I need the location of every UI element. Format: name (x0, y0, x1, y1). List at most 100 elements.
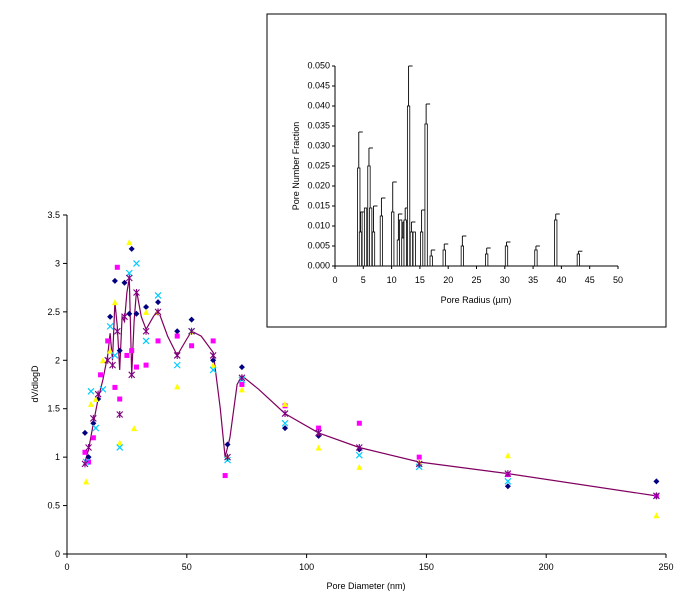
data-point-diamond (121, 279, 128, 286)
data-point-triangle (174, 383, 181, 390)
inset-x-tick-label: 30 (500, 275, 510, 285)
main-y-tick-label: 1 (55, 452, 60, 462)
inset-bar (406, 105, 411, 267)
main-y-tick-label: 0 (55, 549, 60, 559)
data-point-square (114, 264, 120, 270)
data-point-diamond (210, 357, 217, 364)
fit-line (84, 277, 657, 497)
inset-y-tick-label: 0.050 (307, 61, 330, 71)
data-point-star (415, 460, 423, 468)
data-point-star (128, 371, 136, 379)
data-point-triangle (107, 347, 114, 354)
data-point-x (111, 352, 119, 359)
data-point-diamond (116, 347, 123, 354)
data-point-triangle (238, 386, 245, 393)
data-point-x (504, 477, 512, 485)
inset-y-tick-label: 0.010 (307, 221, 330, 231)
data-point-x (92, 424, 100, 432)
data-point-triangle (126, 239, 133, 246)
data-point-star (238, 374, 246, 382)
data-point-diamond (238, 364, 245, 371)
data-point-square (416, 454, 422, 460)
data-point-square (90, 435, 96, 441)
data-point-star (355, 443, 363, 451)
inset-axes: 0.000 0.005 0.010 0.015 0.020 0.025 0.030 0.035… (307, 61, 623, 286)
data-point-square (86, 459, 92, 465)
data-point-triangle (143, 308, 150, 315)
inset-bar (363, 207, 368, 267)
main-y-tick-label: 2 (55, 355, 60, 365)
inset-x-tick-label: 45 (585, 275, 595, 285)
inset-x-tick-label: 10 (387, 275, 397, 285)
data-point-square (316, 425, 322, 431)
data-point-star (94, 390, 102, 398)
data-point-star (173, 351, 181, 359)
data-point-star (653, 492, 660, 500)
data-point-triangle (356, 463, 363, 470)
inset-y-axis-label: Pore Number Fraction (291, 122, 301, 211)
data-point-star (85, 443, 92, 451)
inset-bars (357, 65, 583, 267)
inset-bar (379, 215, 384, 267)
inset-bar (534, 249, 538, 267)
data-point-square (129, 348, 135, 354)
data-point-x (133, 260, 140, 267)
data-point-x (142, 337, 150, 345)
data-point-square (105, 338, 111, 344)
data-point-star (121, 313, 128, 321)
inset-bar (358, 231, 363, 267)
data-point-triangle (504, 452, 511, 459)
data-point-star (113, 327, 121, 335)
data-point-x (355, 451, 363, 459)
data-point-star (125, 274, 133, 282)
data-point-square (117, 396, 123, 402)
data-point-diamond (81, 429, 88, 436)
data-point-diamond (111, 277, 118, 284)
main-y-tick-label: 3 (55, 258, 60, 268)
main-x-tick-label: 200 (539, 562, 554, 572)
inset-y-tick-label: 0.005 (307, 241, 330, 251)
inset-bar (371, 231, 376, 267)
data-point-square (356, 420, 362, 426)
data-point-x (209, 366, 217, 374)
inset-bar (412, 231, 416, 267)
data-point-diamond (504, 483, 511, 490)
data-point-square (210, 338, 216, 344)
data-point-diamond (128, 245, 135, 252)
inset-bar (391, 211, 395, 267)
data-point-star (154, 308, 162, 316)
data-point-x (106, 322, 114, 330)
main-x-tick-label: 0 (64, 562, 69, 572)
data-point-square (112, 384, 118, 390)
inset-x-tick-label: 15 (415, 275, 425, 285)
main-y-tick-label: 0.5 (47, 501, 60, 511)
main-x-tick-label: 50 (182, 562, 192, 572)
data-point-diamond (126, 310, 133, 317)
main-x-axis-label: Pore Diameter (nm) (326, 581, 405, 591)
data-point-triangle (315, 444, 322, 451)
data-point-diamond (188, 316, 195, 323)
data-point-x (173, 361, 181, 369)
data-point-star (224, 453, 231, 461)
data-point-diamond (282, 425, 289, 432)
data-point-star (504, 470, 512, 478)
data-point-square (174, 333, 180, 339)
data-point-triangle (83, 478, 90, 485)
inset-x-tick-label: 35 (528, 275, 538, 285)
main-axes: 00.511.522.533.50 50 100 150 200 250 (47, 210, 673, 572)
inset-y-tick-label: 0.040 (307, 101, 330, 111)
inset-bar (369, 207, 373, 267)
inset-x-tick-label: 5 (361, 275, 366, 285)
inset-y-tick-label: 0.035 (307, 121, 330, 131)
data-point-star (142, 327, 150, 335)
data-point-triangle (116, 439, 123, 446)
data-point-x (125, 269, 133, 277)
main-x-tick-label: 150 (419, 562, 434, 572)
data-point-square (155, 338, 161, 344)
data-point-x (87, 387, 95, 395)
data-point-square (239, 382, 245, 387)
data-point-x (281, 419, 289, 427)
data-point-triangle (131, 425, 138, 432)
main-x-tick-label: 100 (299, 562, 314, 572)
inset-x-tick-label: 20 (443, 275, 453, 285)
